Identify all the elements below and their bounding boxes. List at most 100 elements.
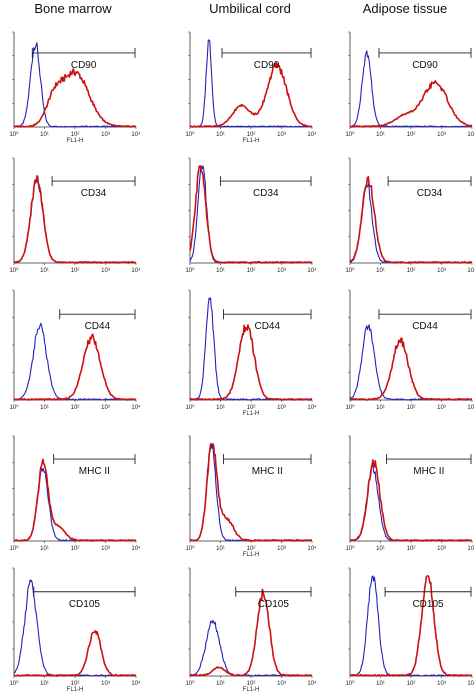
x-tick-label: 10⁴ xyxy=(467,545,474,552)
x-tick-label: 10¹ xyxy=(376,681,385,687)
x-tick-label: 10⁰ xyxy=(185,545,195,552)
marker-trace xyxy=(13,68,137,128)
x-tick-label: 10⁰ xyxy=(185,267,195,274)
marker-label: CD44 xyxy=(85,321,111,332)
isotype-control-trace xyxy=(189,619,313,677)
x-tick-label: 10⁴ xyxy=(307,131,317,138)
marker-label: CD44 xyxy=(412,321,438,332)
marker-label: CD34 xyxy=(417,188,443,199)
x-tick-label: 10¹ xyxy=(216,405,225,411)
marker-trace xyxy=(349,80,473,128)
x-tick-label: 10⁰ xyxy=(345,680,355,687)
x-tick-label: 10³ xyxy=(101,405,110,411)
marker-trace xyxy=(349,337,473,401)
x-tick-label: 10⁰ xyxy=(9,267,19,274)
isotype-control-trace xyxy=(13,175,137,264)
panel-bone-marrow-mhc-ii: 10⁰ 10¹ 10² 10³ 10⁴ MHC II xyxy=(9,435,141,552)
marker-label: CD90 xyxy=(71,60,97,71)
column-title-bone-marrow: Bone marrow xyxy=(34,1,112,16)
panel-bone-marrow-cd34: 10⁰ 10¹ 10² 10³ 10⁴ CD34 xyxy=(9,157,141,274)
x-tick-label: 10² xyxy=(247,546,256,552)
marker-trace xyxy=(189,165,313,264)
x-tick-label: 10⁰ xyxy=(185,131,195,138)
x-tick-label: 10³ xyxy=(277,546,286,552)
x-tick-label: 10⁴ xyxy=(131,131,141,138)
x-tick-label: 10² xyxy=(407,681,416,687)
marker-trace xyxy=(190,324,313,401)
x-tick-label: 10³ xyxy=(277,132,286,138)
isotype-control-trace xyxy=(349,463,473,542)
x-tick-label: 10¹ xyxy=(376,405,385,411)
marker-label: CD105 xyxy=(258,599,290,610)
panel-bone-marrow-cd90: 10⁰ 10¹ 10² 10³ 10⁴ FL1-H CD90 xyxy=(9,31,141,144)
marker-label: CD105 xyxy=(412,599,444,610)
marker-trace xyxy=(189,443,313,542)
column-title-umbilical-cord: Umbilical cord xyxy=(209,1,291,16)
x-tick-label: 10¹ xyxy=(376,546,385,552)
x-tick-label: 10⁰ xyxy=(345,267,355,274)
x-tick-label: 10³ xyxy=(277,681,286,687)
x-tick-label: 10⁴ xyxy=(131,545,141,552)
x-tick-label: 10² xyxy=(247,681,256,687)
isotype-control-trace xyxy=(13,42,137,128)
panel-umbilical-cord-cd44: 10⁰ 10¹ 10² 10³ 10⁴ FL1-H CD44 xyxy=(185,289,317,417)
x-tick-label: 10⁰ xyxy=(185,404,195,411)
panel-adipose-tissue-mhc-ii: 10⁰ 10¹ 10² 10³ 10⁴ MHC II xyxy=(345,435,474,552)
x-tick-label: 10³ xyxy=(437,546,446,552)
x-axis-label: FL1-H xyxy=(243,552,260,558)
x-axis-label: FL1-H xyxy=(243,687,260,693)
panel-adipose-tissue-cd34: 10⁰ 10¹ 10² 10³ 10⁴ CD34 xyxy=(345,157,474,274)
x-tick-label: 10¹ xyxy=(40,546,49,552)
x-tick-label: 10¹ xyxy=(40,132,49,138)
x-axis-label: FL1-H xyxy=(67,138,84,144)
x-tick-label: 10⁰ xyxy=(9,131,19,138)
x-tick-label: 10³ xyxy=(277,268,286,274)
x-tick-label: 10⁰ xyxy=(345,545,355,552)
x-tick-label: 10² xyxy=(71,268,80,274)
marker-label: MHC II xyxy=(79,466,110,477)
x-tick-label: 10⁴ xyxy=(467,131,474,138)
x-tick-label: 10¹ xyxy=(216,546,225,552)
panel-umbilical-cord-mhc-ii: 10⁰ 10¹ 10² 10³ 10⁴ FL1-H MHC II xyxy=(185,435,317,558)
x-tick-label: 10³ xyxy=(101,546,110,552)
x-tick-label: 10² xyxy=(407,546,416,552)
x-tick-label: 10⁴ xyxy=(307,545,317,552)
marker-label: CD44 xyxy=(254,321,280,332)
x-tick-label: 10² xyxy=(247,132,256,138)
x-tick-label: 10¹ xyxy=(40,405,49,411)
isotype-control-trace xyxy=(349,183,473,264)
x-tick-label: 10⁰ xyxy=(345,131,355,138)
x-tick-label: 10³ xyxy=(101,268,110,274)
x-tick-label: 10⁰ xyxy=(9,404,19,411)
marker-trace xyxy=(349,176,473,264)
marker-label: MHC II xyxy=(252,466,283,477)
x-tick-label: 10⁴ xyxy=(131,680,141,687)
panel-adipose-tissue-cd44: 10⁰ 10¹ 10² 10³ 10⁴ CD44 xyxy=(345,289,474,411)
x-tick-label: 10⁴ xyxy=(131,267,141,274)
marker-trace xyxy=(189,62,313,128)
x-axis-label: FL1-H xyxy=(67,687,84,693)
panel-umbilical-cord-cd34: 10⁰ 10¹ 10² 10³ 10⁴ CD34 xyxy=(185,157,317,274)
marker-trace xyxy=(13,629,137,677)
x-tick-label: 10⁴ xyxy=(467,267,474,274)
isotype-control-trace xyxy=(190,297,313,401)
x-tick-label: 10⁴ xyxy=(307,267,317,274)
marker-label: CD105 xyxy=(69,599,101,610)
x-tick-label: 10⁰ xyxy=(345,404,355,411)
x-tick-label: 10⁰ xyxy=(185,680,195,687)
x-tick-label: 10³ xyxy=(437,681,446,687)
panel-adipose-tissue-cd90: 10⁰ 10¹ 10² 10³ 10⁴ CD90 xyxy=(345,31,474,138)
isotype-control-trace xyxy=(189,165,313,264)
isotype-control-trace xyxy=(349,324,473,401)
x-tick-label: 10¹ xyxy=(376,132,385,138)
x-tick-label: 10³ xyxy=(437,268,446,274)
panel-umbilical-cord-cd90: 10⁰ 10¹ 10² 10³ 10⁴ FL1-H CD90 xyxy=(185,31,317,144)
x-tick-label: 10² xyxy=(247,268,256,274)
x-tick-label: 10⁴ xyxy=(131,404,141,411)
x-tick-label: 10² xyxy=(407,132,416,138)
panel-bone-marrow-cd44: 10⁰ 10¹ 10² 10³ 10⁴ CD44 xyxy=(9,289,141,411)
marker-trace xyxy=(13,175,137,264)
marker-label: CD90 xyxy=(254,60,280,71)
x-tick-label: 10² xyxy=(247,405,256,411)
